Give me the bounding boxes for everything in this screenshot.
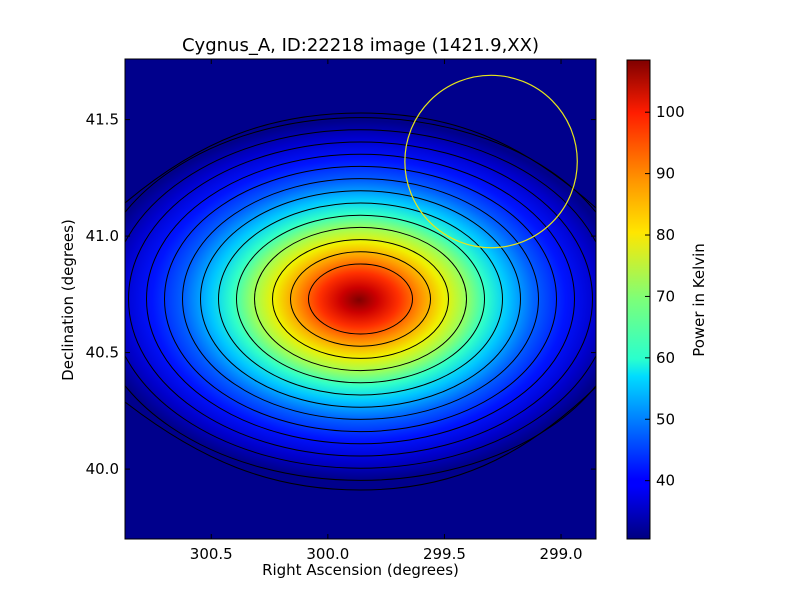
chart-title: Cygnus_A, ID:22218 image (1421.9,XX): [181, 35, 539, 56]
x-tick-label: 300.0: [306, 545, 349, 563]
colorbar-tick-label: 100: [656, 103, 685, 121]
x-axis-ticks: 300.5 300.0 299.5 299.0: [190, 59, 583, 563]
x-tick-label: 299.5: [423, 545, 466, 563]
colorbar-label: Power in Kelvin: [690, 243, 708, 357]
contour-line: [128, 141, 593, 457]
colorbar-tick-label: 40: [656, 472, 675, 490]
contour-line: [290, 251, 431, 347]
y-tick-label: 41.5: [86, 111, 119, 129]
contour-line-outer-bottom: [125, 386, 596, 491]
colorbar-tick-label: 50: [656, 410, 675, 428]
heatmap-image: [125, 59, 596, 539]
colorbar-frame: [626, 59, 651, 540]
contour-line: [308, 263, 413, 335]
contour-line: [125, 117, 596, 481]
beam-circle-layer: [404, 74, 578, 249]
heatmap-source: [125, 120, 596, 480]
contour-line: [272, 239, 449, 359]
x-tick-label: 300.5: [190, 545, 233, 563]
beam-circle: [404, 74, 578, 249]
colorbar: [627, 60, 650, 539]
contour-line: [164, 165, 557, 433]
y-axis-label: Declination (degrees): [59, 219, 77, 381]
y-tick-label: 41.0: [86, 227, 119, 245]
contour-line: [125, 129, 596, 469]
colorbar-tick-label: 90: [656, 165, 675, 183]
plot-frame: [124, 58, 597, 540]
colorbar-ticks: 40 50 60 70 80 90 100: [645, 103, 685, 490]
colorbar-tick-label: 70: [656, 287, 675, 305]
contour-line: [236, 214, 485, 384]
contour-line: [182, 178, 539, 420]
contour-line-outer-top: [125, 112, 596, 209]
colorbar-tick-label: 80: [656, 226, 675, 244]
contour-line: [218, 202, 503, 396]
contour-line: [254, 226, 467, 372]
x-axis-label: Right Ascension (degrees): [262, 561, 459, 579]
y-axis-ticks: 40.0 40.5 41.0 41.5: [86, 111, 596, 478]
colorbar-tick-label: 60: [656, 349, 675, 367]
x-tick-label: 299.0: [540, 545, 583, 563]
y-tick-label: 40.0: [86, 460, 119, 478]
contour-lines: [125, 112, 596, 491]
y-tick-label: 40.5: [86, 344, 119, 362]
contour-line: [200, 190, 521, 408]
contour-line: [146, 153, 575, 445]
